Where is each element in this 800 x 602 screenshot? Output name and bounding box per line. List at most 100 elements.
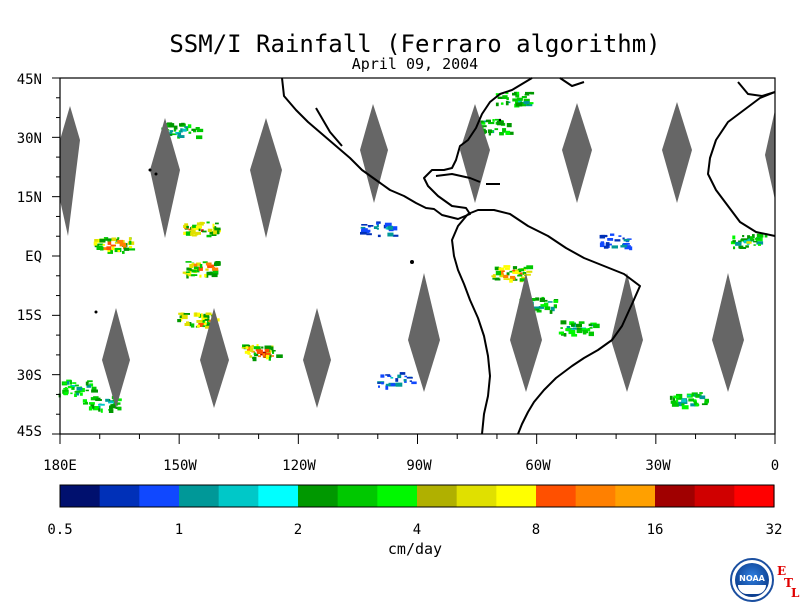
- colorbar-segment: [694, 485, 735, 507]
- rain-cell: [196, 320, 203, 323]
- rain-cell: [213, 226, 217, 229]
- rain-cell: [390, 377, 394, 379]
- rain-cell: [63, 382, 68, 385]
- rain-cell: [70, 385, 76, 388]
- map-ticks: [52, 77, 776, 444]
- rain-cell: [756, 241, 764, 245]
- rain-cell: [519, 278, 527, 282]
- rain-cell: [190, 274, 195, 277]
- rain-cell: [93, 241, 98, 246]
- lon-label-30w: 30W: [645, 458, 671, 474]
- rain-cell: [200, 222, 205, 224]
- island: [498, 118, 502, 122]
- rain-cell: [167, 123, 175, 128]
- island: [410, 260, 414, 264]
- rain-cell: [500, 102, 504, 105]
- coastline-iberia: [737, 81, 776, 97]
- colorbar-units: cm/day: [387, 540, 443, 558]
- rain-cell: [111, 396, 114, 399]
- rain-cell: [515, 94, 520, 98]
- colorbar-segment: [615, 485, 656, 507]
- rain-cell: [212, 223, 215, 228]
- rain-cell: [515, 102, 523, 107]
- map-subtitle: April 09, 2004: [351, 55, 479, 73]
- rain-cell: [535, 297, 540, 301]
- rain-cell: [603, 235, 608, 237]
- rain-cell: [361, 224, 368, 226]
- colorbar-segment: [99, 485, 140, 507]
- rain-cell: [367, 225, 374, 227]
- rain-cell: [526, 265, 534, 270]
- coastline-baja: [315, 107, 343, 147]
- rain-cell: [376, 222, 379, 225]
- rain-cell: [212, 267, 219, 271]
- rain-cell: [108, 401, 114, 404]
- rain-cell: [205, 312, 212, 316]
- no-data-swaths: [60, 102, 775, 408]
- rain-cell: [517, 274, 523, 277]
- rain-cell: [94, 239, 98, 242]
- rain-cell: [553, 304, 557, 309]
- rain-cell: [536, 309, 542, 313]
- colorbar-segment: [575, 485, 616, 507]
- rain-cell: [179, 123, 183, 127]
- rain-cell: [576, 329, 583, 334]
- rain-cell: [191, 226, 195, 230]
- rain-cell: [196, 269, 200, 273]
- rain-cell: [100, 408, 103, 413]
- rain-cell: [128, 245, 133, 249]
- rain-cell: [753, 240, 758, 243]
- rain-cell: [732, 235, 736, 240]
- rain-cell: [110, 244, 116, 247]
- rain-cell: [117, 239, 124, 244]
- rain-cell: [270, 345, 274, 348]
- rain-cell: [169, 134, 173, 136]
- rain-cell: [518, 99, 522, 104]
- rain-cell: [98, 403, 105, 406]
- rain-cell: [102, 247, 108, 250]
- rain-cell: [560, 327, 563, 329]
- rain-cell: [205, 268, 209, 271]
- rain-cell: [746, 241, 752, 244]
- rain-cell: [699, 392, 703, 394]
- coastline-africa: [707, 91, 776, 237]
- rain-cell: [196, 262, 201, 266]
- rain-cell: [181, 122, 185, 126]
- rain-cell: [211, 273, 218, 278]
- rain-cell: [186, 225, 189, 229]
- rain-cell: [690, 403, 696, 407]
- rain-cell: [532, 306, 540, 309]
- rain-cell: [192, 224, 197, 228]
- rain-cell: [198, 266, 203, 271]
- rain-cell: [411, 381, 417, 385]
- colorbar-tick-label: 1: [174, 522, 184, 538]
- rain-cell: [620, 245, 627, 248]
- rain-cell: [397, 374, 402, 379]
- rain-cell: [247, 353, 251, 355]
- rain-cell: [366, 233, 372, 236]
- island: [154, 172, 158, 176]
- rain-cell: [89, 383, 94, 387]
- island: [148, 168, 152, 172]
- rain-cell: [202, 325, 207, 328]
- rain-cell: [203, 313, 210, 318]
- rain-cell: [256, 344, 259, 347]
- noaa-logo-text: NOAA: [739, 574, 765, 583]
- rain-cell: [676, 399, 679, 403]
- rain-cell: [670, 400, 678, 404]
- rain-cell: [385, 374, 391, 376]
- rain-cell: [404, 375, 408, 378]
- rain-cell: [599, 242, 605, 248]
- rain-cell: [111, 237, 117, 242]
- rain-cell: [502, 128, 507, 133]
- swath-gap: [360, 104, 388, 203]
- rain-cell: [182, 271, 188, 274]
- rain-cell: [390, 383, 397, 387]
- colorbar-segment: [655, 485, 696, 507]
- rain-cell: [553, 299, 558, 303]
- rain-cell: [177, 132, 182, 138]
- rain-cell: [185, 126, 189, 131]
- rain-cell: [587, 328, 591, 332]
- rain-cell: [522, 271, 525, 275]
- rain-cell: [272, 349, 275, 354]
